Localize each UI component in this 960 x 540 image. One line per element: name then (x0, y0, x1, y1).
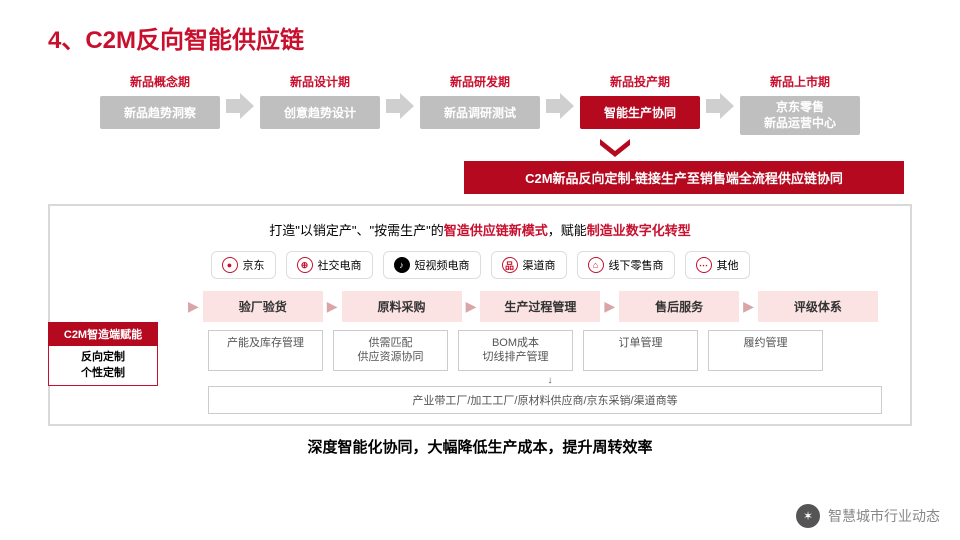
phase: 新品研发期新品调研测试 (420, 73, 540, 129)
detail-section: 打造"以销定产"、"按需生产"的智造供应链新模式，赋能制造业数字化转型 ● 京东 ⊕… (48, 204, 912, 426)
channel-icon: ● (222, 257, 238, 273)
flow-arrow: ▶ (743, 298, 754, 315)
pink-step: 验厂验货 (203, 291, 323, 322)
pink-step: 售后服务 (619, 291, 739, 322)
phase-row: 新品概念期新品趋势洞察新品设计期创意趋势设计新品研发期新品调研测试新品投产期智能… (0, 73, 960, 135)
flow-arrow: ▶ (466, 298, 477, 315)
channel-chip: ♪ 短视频电商 (383, 251, 481, 279)
footer-text: 深度智能化协同，大幅降低生产成本，提升周转效率 (0, 436, 960, 457)
channel-label: 京东 (243, 257, 265, 273)
gray-box: 履约管理 (708, 330, 823, 371)
gray-box: 订单管理 (583, 330, 698, 371)
down-arrow-small: ↓ (208, 375, 892, 386)
channel-label: 短视频电商 (415, 257, 470, 273)
phase-arrow (706, 93, 734, 119)
channel-chip: ⋯ 其他 (685, 251, 750, 279)
subtitle: 打造"以销定产"、"按需生产"的智造供应链新模式，赋能制造业数字化转型 (68, 220, 892, 239)
phase: 新品上市期京东零售新品运营中心 (740, 73, 860, 135)
pink-step: 生产过程管理 (480, 291, 600, 322)
channel-icon: ♪ (394, 257, 410, 273)
channel-icon: ⊕ (297, 257, 313, 273)
channel-row: ● 京东 ⊕ 社交电商 ♪ 短视频电商 品渠道商 ⌂ 线下零售商 ⋯ 其他 (68, 251, 892, 279)
gray-box: 产能及库存管理 (208, 330, 323, 371)
banner: C2M新品反向定制-链接生产至销售端全流程供应链协同 (464, 161, 904, 194)
pink-flow: ▶验厂验货▶原料采购▶生产过程管理▶售后服务▶评级体系 (188, 291, 892, 322)
channel-label: 渠道商 (523, 257, 556, 273)
phase-label: 新品投产期 (580, 73, 700, 90)
phase-box: 智能生产协同 (580, 96, 700, 129)
phase: 新品设计期创意趋势设计 (260, 73, 380, 129)
phase-label: 新品上市期 (740, 73, 860, 90)
phase-arrow (226, 93, 254, 119)
channel-icon: 品 (502, 257, 518, 273)
phase-box: 京东零售新品运营中心 (740, 96, 860, 135)
phase-box: 创意趋势设计 (260, 96, 380, 129)
page-title: 4、C2M反向智能供应链 (0, 0, 960, 55)
channel-chip: ⊕ 社交电商 (286, 251, 373, 279)
gray-row: 产能及库存管理供需匹配供应资源协同BOM成本切线排产管理订单管理履约管理 (208, 330, 892, 371)
phase: 新品概念期新品趋势洞察 (100, 73, 220, 129)
left-tag: C2M智造端赋能 反向定制个性定制 (48, 322, 158, 386)
down-chevron (270, 139, 960, 157)
pink-step: 评级体系 (758, 291, 878, 322)
channel-icon: ⌂ (588, 257, 604, 273)
channel-chip: 品渠道商 (491, 251, 567, 279)
phase-label: 新品概念期 (100, 73, 220, 90)
phase-label: 新品研发期 (420, 73, 540, 90)
phase-label: 新品设计期 (260, 73, 380, 90)
flow-arrow: ▶ (327, 298, 338, 315)
bottom-bar: 产业带工厂/加工工厂/原材料供应商/京东采销/渠道商等 (208, 386, 882, 414)
channel-icon: ⋯ (696, 257, 712, 273)
phase-box: 新品调研测试 (420, 96, 540, 129)
channel-label: 其他 (717, 257, 739, 273)
gray-box: 供需匹配供应资源协同 (333, 330, 448, 371)
channel-label: 社交电商 (318, 257, 362, 273)
pink-step: 原料采购 (342, 291, 462, 322)
phase-arrow (386, 93, 414, 119)
flow-arrow: ▶ (604, 298, 615, 315)
phase-arrow (546, 93, 574, 119)
channel-label: 线下零售商 (609, 257, 664, 273)
phase: 新品投产期智能生产协同 (580, 73, 700, 129)
gray-box: BOM成本切线排产管理 (458, 330, 573, 371)
watermark: ✶ 智慧城市行业动态 (796, 504, 940, 528)
flow-arrow: ▶ (188, 298, 199, 315)
wechat-icon: ✶ (796, 504, 820, 528)
phase-box: 新品趋势洞察 (100, 96, 220, 129)
channel-chip: ⌂ 线下零售商 (577, 251, 675, 279)
channel-chip: ● 京东 (211, 251, 276, 279)
